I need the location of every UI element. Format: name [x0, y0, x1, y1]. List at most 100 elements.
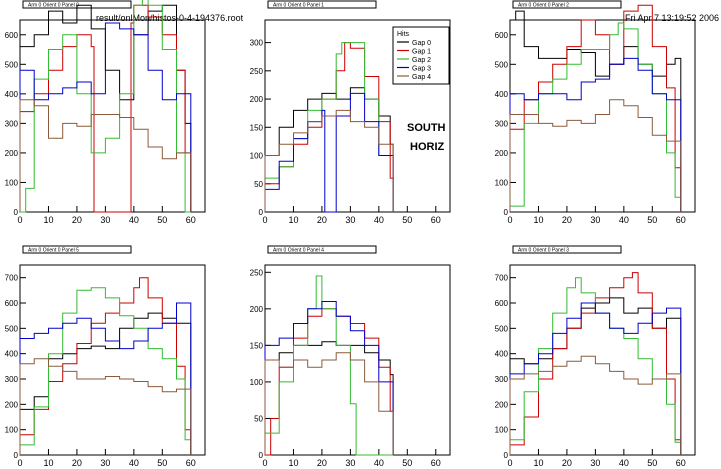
- series-line-gap-3: [509, 57, 682, 212]
- x-tick-label: 0: [262, 215, 267, 225]
- series-line-gap-2: [509, 22, 682, 212]
- y-tick-label: 0: [504, 451, 509, 460]
- y-tick-label: 50: [254, 414, 263, 423]
- y-tick-label: 400: [495, 350, 509, 359]
- x-tick-label: 30: [590, 458, 600, 468]
- x-tick-label: 40: [374, 215, 384, 225]
- panel-frame: [264, 19, 451, 213]
- panel-title: Arm 0 Orient 0 Panel 3: [518, 248, 569, 254]
- x-tick-label: 10: [288, 458, 298, 468]
- legend-entry: Gap 0: [412, 40, 431, 47]
- y-tick-label: 300: [495, 375, 509, 384]
- series-line-gap-2: [20, 0, 191, 213]
- series-line-gap-0: [264, 87, 394, 212]
- x-tick-label: 20: [72, 215, 82, 225]
- x-tick-label: 30: [100, 215, 110, 225]
- series-line-gap-4: [264, 109, 394, 212]
- x-tick-label: 0: [507, 215, 512, 225]
- y-tick-label: 600: [495, 299, 509, 308]
- legend-entry: Gap 1: [412, 49, 431, 56]
- y-tick-label: 100: [495, 426, 509, 435]
- y-tick-label: 0: [14, 208, 19, 217]
- x-tick-label: 50: [647, 458, 657, 468]
- panel-title-box: [22, 245, 132, 254]
- y-tick-label: 500: [495, 324, 509, 333]
- y-tick-label: 100: [5, 178, 19, 187]
- south-label: SOUTH: [407, 122, 446, 134]
- x-tick-label: 50: [402, 458, 412, 468]
- y-tick-label: 600: [5, 299, 19, 308]
- x-tick-label: 40: [129, 458, 139, 468]
- panel-frame: [19, 19, 206, 213]
- panel-title-box: [267, 245, 377, 254]
- y-tick-label: 200: [250, 305, 264, 314]
- panel-frame: [509, 19, 696, 213]
- x-tick-label: 60: [186, 458, 196, 468]
- y-tick-label: 50: [254, 180, 263, 189]
- series-line-gap-3: [509, 302, 682, 455]
- series-line-gap-3: [264, 301, 394, 455]
- y-tick-label: 0: [259, 208, 264, 217]
- series-line-gap-1: [19, 277, 192, 455]
- y-tick-label: 400: [495, 90, 509, 99]
- panel-title: Arm 0 Orient 0 Panel 2: [518, 3, 569, 9]
- series-line-gap-4: [19, 358, 192, 455]
- panel-3: Arm 0 Orient 0 Panel 50 10 20 30 40 50 6001002…: [5, 245, 206, 468]
- y-tick-label: 200: [495, 400, 509, 409]
- y-tick-label: 250: [250, 268, 264, 277]
- x-tick-label: 20: [72, 458, 82, 468]
- y-tick-label: 0: [14, 451, 19, 460]
- y-tick-label: 300: [5, 375, 19, 384]
- x-tick-label: 20: [562, 215, 572, 225]
- series-line-gap-4: [19, 99, 192, 212]
- x-tick-label: 0: [17, 458, 22, 468]
- x-tick-label: 20: [562, 458, 572, 468]
- x-tick-label: 40: [619, 458, 629, 468]
- x-tick-label: 40: [619, 215, 629, 225]
- legend-entry: Gap 3: [412, 66, 431, 73]
- y-tick-label: 200: [250, 95, 264, 104]
- x-tick-label: 30: [590, 215, 600, 225]
- series-line-gap-4: [509, 99, 682, 212]
- panel-2: Arm 0 Orient 0 Panel 20 10 20 30 40 50 6001002…: [495, 0, 696, 225]
- x-tick-label: 40: [129, 215, 139, 225]
- y-tick-label: 500: [5, 60, 19, 69]
- x-tick-label: 0: [17, 215, 22, 225]
- panel-title: Arm 0 Orient 0 Panel 4: [273, 248, 324, 254]
- y-tick-label: 400: [5, 90, 19, 99]
- y-tick-label: 200: [5, 400, 19, 409]
- x-tick-label: 0: [507, 458, 512, 468]
- timestamp-label: Fri Apr 7 13:19:52 2006: [625, 13, 720, 23]
- y-tick-label: 100: [495, 178, 509, 187]
- panel-0: Arm 0 Orient 0 Panel 00 10 20 30 40 50 6001002…: [5, 0, 206, 225]
- series-line-gap-0: [509, 10, 682, 212]
- y-tick-label: 500: [5, 324, 19, 333]
- x-tick-label: 10: [43, 215, 53, 225]
- series-line-gap-3: [264, 92, 394, 213]
- file-path-label: result/onlMon/histos-0-4-194376.root: [96, 13, 244, 23]
- x-tick-label: 60: [431, 458, 441, 468]
- x-tick-label: 30: [100, 458, 110, 468]
- x-tick-label: 10: [533, 215, 543, 225]
- panel-1: Arm 0 Orient 0 Panel 1 0 10 20 30 40 50 60 0 50 10…: [250, 0, 451, 225]
- x-tick-label: 60: [676, 458, 686, 468]
- series-line-gap-0: [509, 297, 682, 455]
- y-tick-label: 100: [5, 426, 19, 435]
- y-tick-label: 100: [250, 378, 264, 387]
- y-tick-label: 150: [250, 123, 264, 132]
- series-line-gap-3: [19, 22, 192, 212]
- y-tick-label: 300: [250, 39, 264, 48]
- horiz-label: HORIZ: [410, 141, 445, 153]
- x-tick-label: 20: [317, 458, 327, 468]
- y-tick-label: 600: [495, 31, 509, 40]
- y-tick-label: 600: [5, 31, 19, 40]
- series-line-gap-4: [509, 355, 682, 455]
- y-tick-label: 700: [5, 274, 19, 283]
- x-tick-label: 20: [317, 215, 327, 225]
- series-line-gap-2: [264, 275, 394, 456]
- legend-entry: Gap 2: [412, 57, 431, 64]
- x-tick-label: 40: [374, 458, 384, 468]
- y-tick-label: 300: [5, 119, 19, 128]
